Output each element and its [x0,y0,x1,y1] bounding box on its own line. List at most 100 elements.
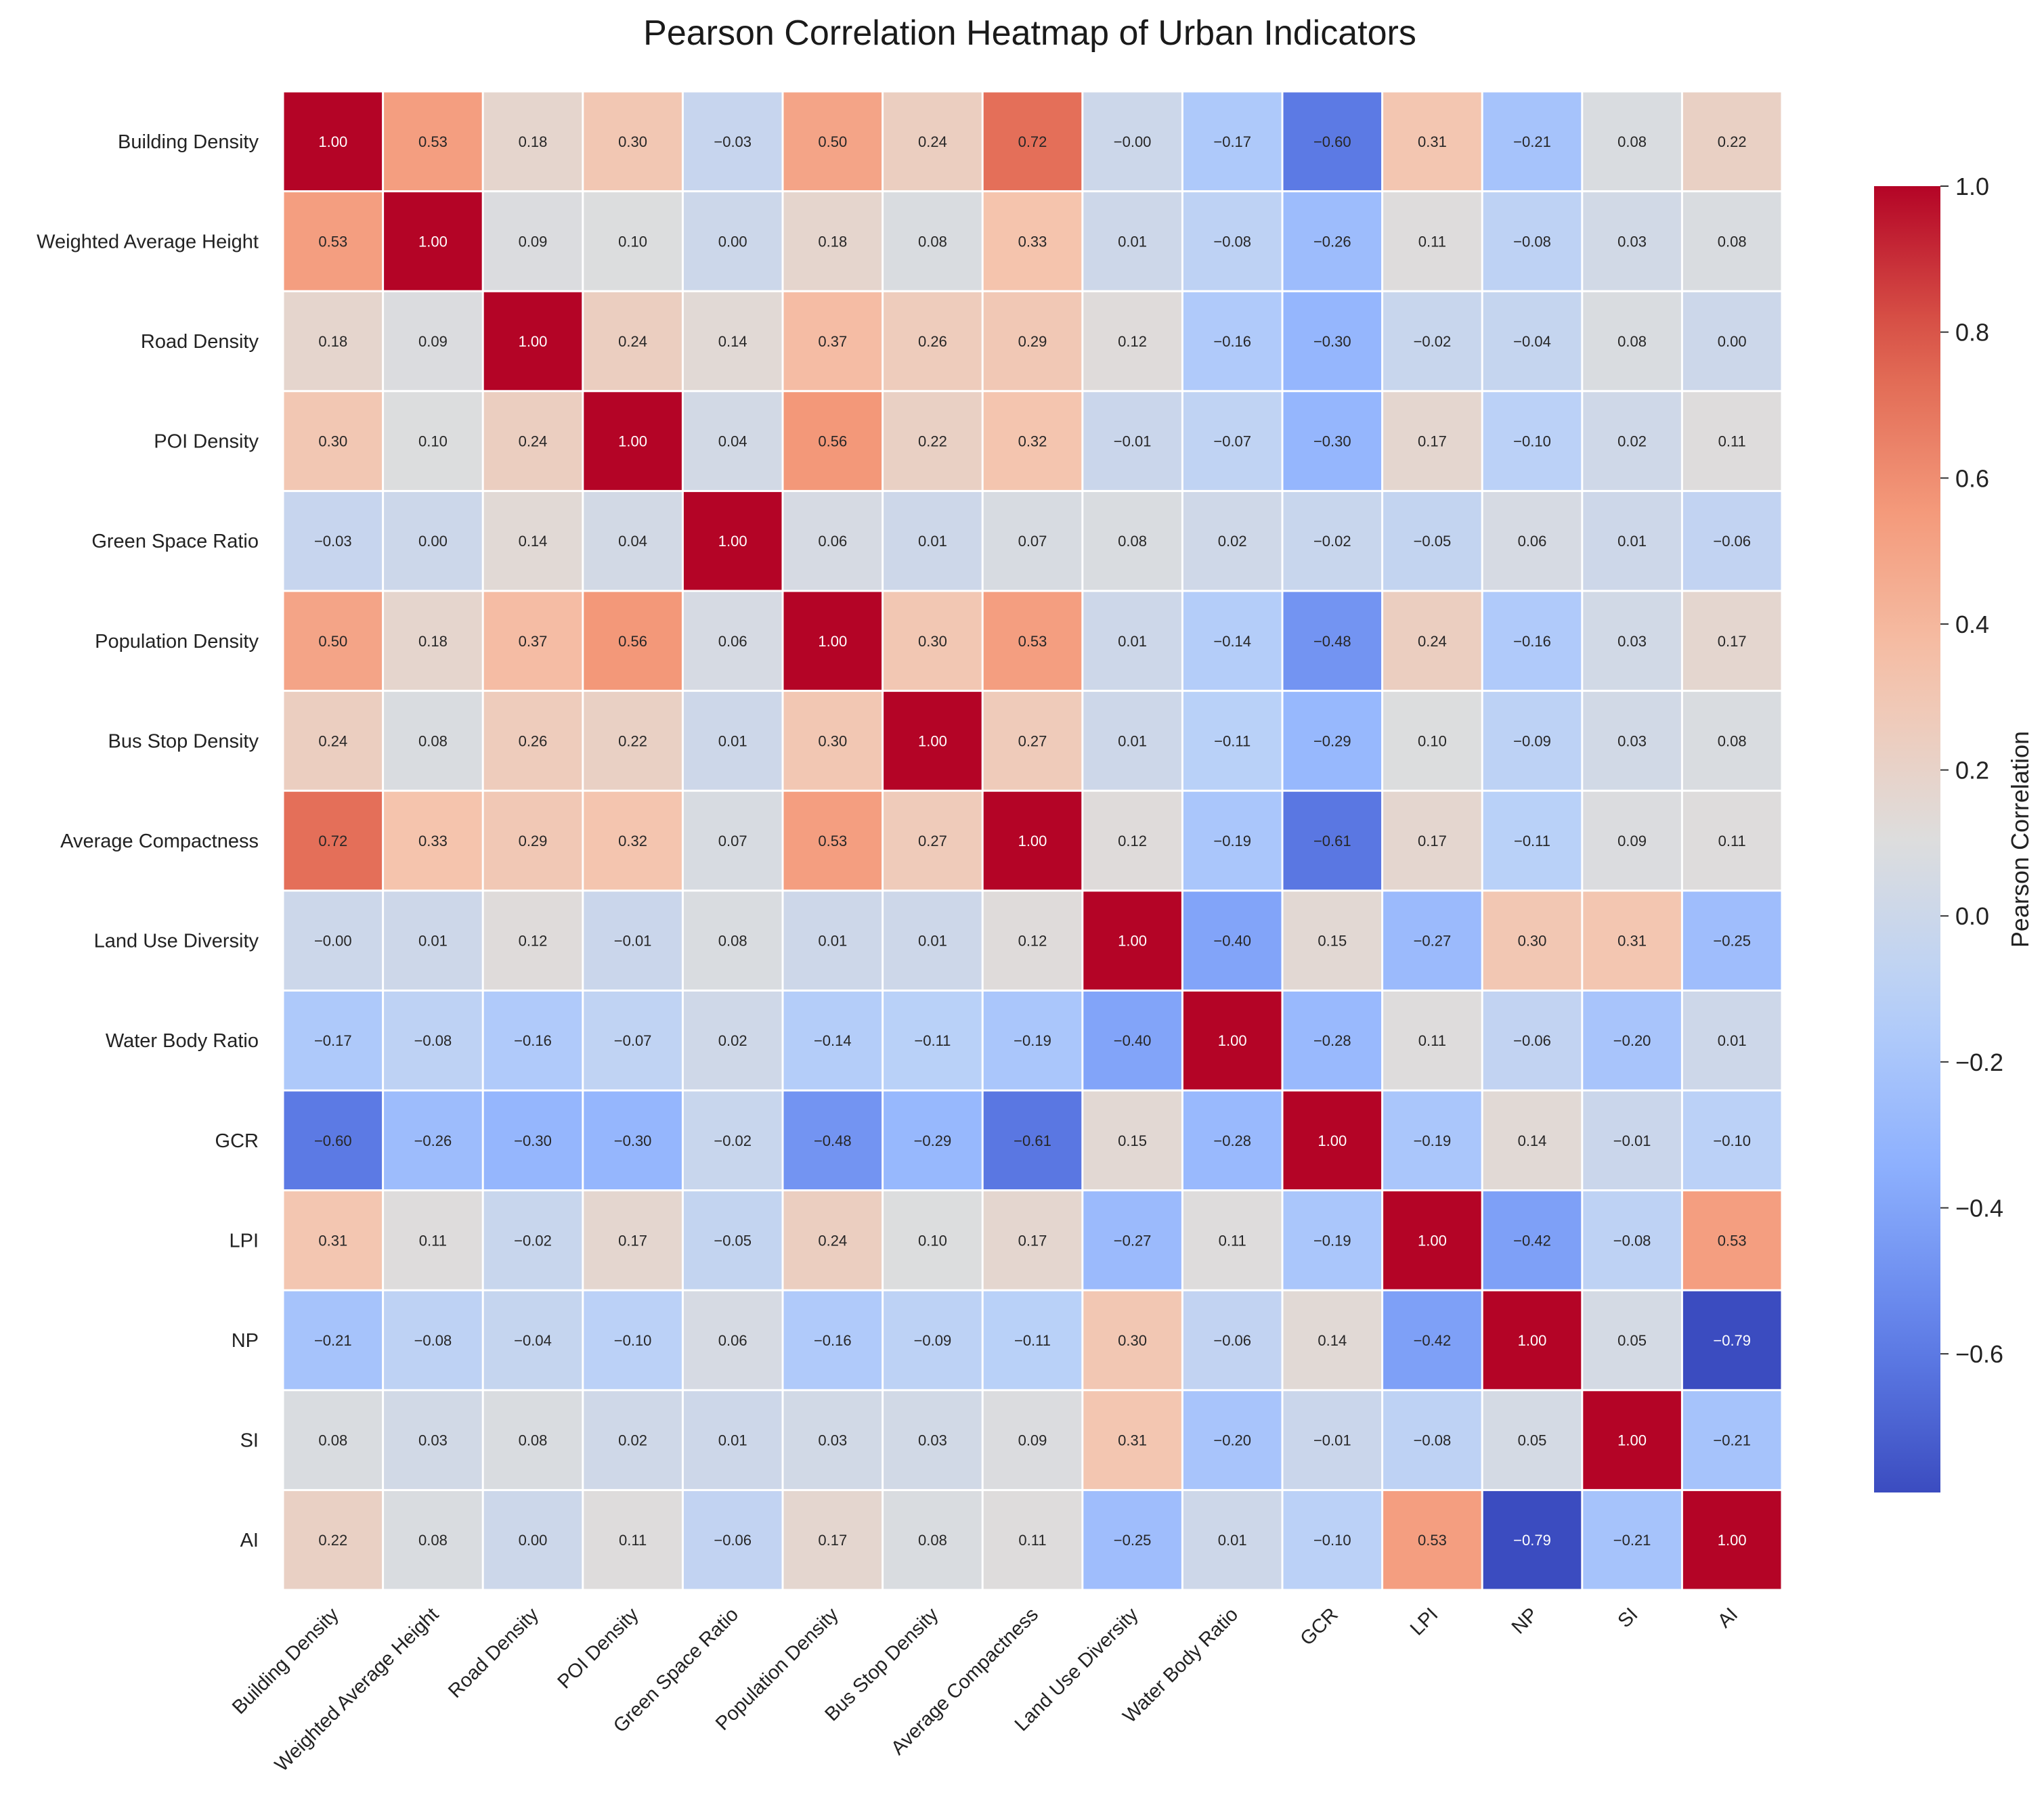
heatmap-cells: 1.00 0.53 0.18 0.30 −0.03 0.50 0.24 0.72 −0.00 −0… [284,92,1781,1589]
heatmap-cell [384,1291,482,1390]
row-label: Bus Stop Density [108,730,259,752]
heatmap-cell [1483,692,1582,790]
heatmap-cell [584,791,682,890]
cell-value-label: −0.10 [614,1332,652,1349]
heatmap-cell [1383,491,1481,590]
cell-value-label: 0.12 [1118,333,1147,350]
cell-value-label: 0.08 [519,1432,548,1449]
row-label: AI [240,1530,259,1551]
heatmap-cell [1682,1391,1781,1489]
heatmap-cell [584,1091,682,1190]
cell-value-label: 0.08 [1118,533,1147,550]
heatmap-cell [284,891,383,990]
row-label: SI [240,1430,259,1452]
cell-value-label: 0.06 [718,633,747,650]
heatmap-cell [1383,392,1481,490]
cell-value-label: −0.21 [314,1332,352,1349]
heatmap-cell [884,292,982,391]
cell-value-label: 1.00 [1218,1032,1247,1049]
heatmap-cell [584,1191,682,1289]
column-label: GCR [1297,1603,1343,1650]
colorbar-tick-label: 0.4 [1955,611,1989,638]
heatmap-cell [1483,1191,1582,1289]
cell-value-label: 0.53 [318,233,347,250]
heatmap-cell [1583,1291,1681,1390]
heatmap-cell [1682,1490,1781,1589]
cell-value-label: −0.06 [1513,1032,1551,1049]
heatmap-cell [1283,891,1382,990]
cell-value-label: −0.01 [1613,1132,1651,1149]
heatmap-cell [1583,891,1681,990]
heatmap-cell [1383,192,1481,290]
heatmap-cell [1583,692,1681,790]
cell-value-label: 0.30 [1118,1332,1147,1349]
cell-value-label: −0.79 [1513,1532,1551,1549]
cell-value-label: −0.19 [1014,1032,1051,1049]
cell-value-label: 0.17 [818,1532,847,1549]
heatmap-cell [384,991,482,1090]
cell-value-label: −0.09 [914,1332,952,1349]
cell-value-label: 1.00 [1018,833,1047,849]
heatmap-cell [1483,192,1582,290]
cell-value-label: 0.07 [1018,533,1047,550]
cell-value-label: −0.01 [1313,1432,1351,1449]
cell-value-label: 0.05 [1518,1432,1547,1449]
heatmap-cell [884,1291,982,1390]
cell-value-label: 0.53 [1718,1232,1747,1249]
row-label: Average Compactness [60,831,259,852]
cell-value-label: 0.11 [1418,233,1446,250]
cell-value-label: 0.01 [418,933,448,950]
column-label: LPI [1406,1603,1442,1639]
heatmap-cell [384,392,482,490]
heatmap-cell [1083,392,1181,490]
heatmap-cell [1083,1391,1181,1489]
cell-value-label: 0.17 [1018,1232,1047,1249]
cell-value-label: −0.05 [1414,533,1452,550]
heatmap-cell [584,392,682,490]
cell-value-label: −0.20 [1613,1032,1651,1049]
heatmap-cell [483,1490,582,1589]
heatmap-cell [384,1191,482,1289]
heatmap-cell [284,1391,383,1489]
colorbar-gradient [1874,186,1940,1492]
heatmap-cell [584,192,682,290]
heatmap-cell [683,392,782,490]
cell-value-label: 0.01 [1118,633,1147,650]
heatmap-cell [1483,292,1582,391]
heatmap-cell [1583,592,1681,690]
heatmap-cell [1682,1291,1781,1390]
heatmap-cell [783,192,882,290]
cell-value-label: 0.04 [718,433,747,450]
heatmap-cell [983,891,1082,990]
heatmap-cell [483,592,582,690]
heatmap-cell [783,1490,882,1589]
cell-value-label: 0.33 [1018,233,1047,250]
cell-value-label: 0.15 [1118,1132,1147,1149]
cell-value-label: −0.02 [1313,533,1351,550]
colorbar-tick-label: 0.2 [1955,757,1989,784]
cell-value-label: 0.30 [818,732,847,749]
heatmap-cell [884,592,982,690]
heatmap-cell [284,991,383,1090]
cell-value-label: 0.08 [418,1532,448,1549]
heatmap-cell [1483,791,1582,890]
heatmap-cell [1682,891,1781,990]
heatmap-cell [783,1191,882,1289]
cell-value-label: −0.02 [1414,333,1452,350]
row-label: Building Density [118,131,259,153]
cell-value-label: −0.01 [1114,433,1152,450]
heatmap-cell [584,991,682,1090]
cell-value-label: −0.60 [314,1132,352,1149]
cell-value-label: −0.06 [714,1532,752,1549]
heatmap-cell [1583,1391,1681,1489]
cell-value-label: 0.01 [1617,533,1647,550]
cell-value-label: 0.09 [418,333,448,350]
cell-value-label: −0.10 [1713,1132,1751,1149]
cell-value-label: 0.08 [1617,333,1647,350]
heatmap-cell [1483,1291,1582,1390]
cell-value-label: −0.17 [1213,133,1251,150]
heatmap-cell [983,292,1082,391]
row-label: Land Use Diversity [94,931,259,952]
cell-value-label: 0.14 [718,333,747,350]
cell-value-label: 1.00 [1718,1532,1747,1549]
